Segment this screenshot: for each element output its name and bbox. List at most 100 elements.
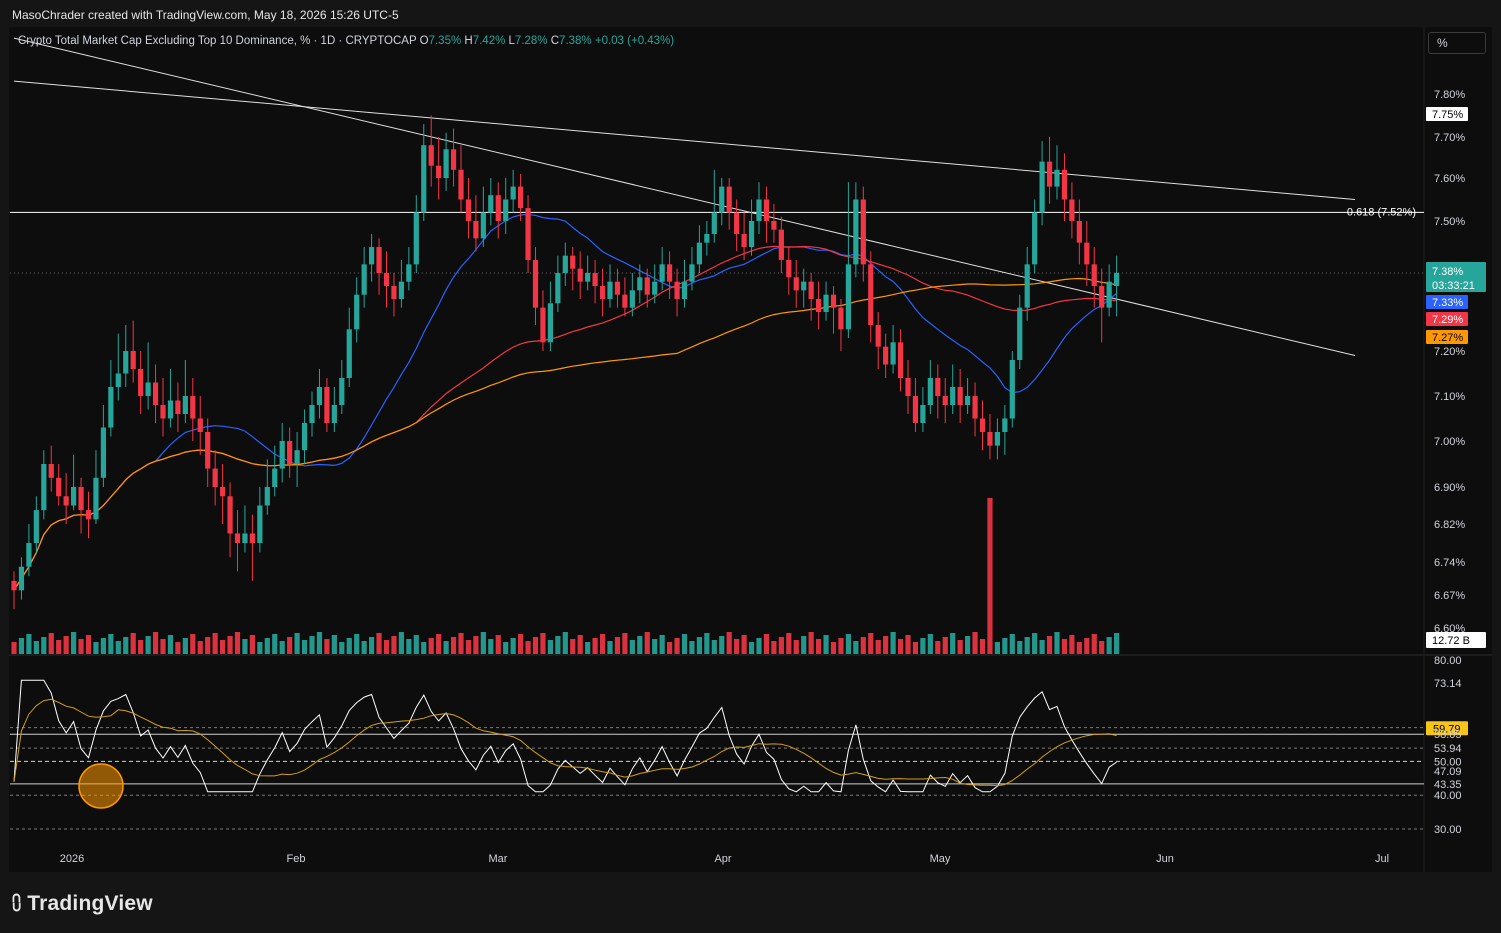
symbol-legend: Crypto Total Market Cap Excluding Top 10… (18, 35, 674, 47)
candle-body (279, 441, 285, 469)
candle-body (11, 580, 17, 591)
volume-bar (1002, 638, 1008, 654)
candle-body (726, 186, 732, 213)
volume-bar (376, 633, 382, 654)
volume-bar (1099, 641, 1105, 654)
volume-bar (123, 637, 129, 654)
candle-body (860, 199, 866, 265)
volume-bar (1106, 637, 1112, 654)
volume-bar (667, 642, 673, 654)
candle-body (473, 221, 479, 239)
candle-body (607, 281, 613, 299)
volume-bar (592, 638, 598, 654)
candle-body (592, 273, 598, 286)
price-axis-tick: 6.90% (1434, 482, 1465, 494)
candle-body (480, 212, 486, 239)
volume-bar (1017, 641, 1023, 654)
volume-bar (935, 641, 941, 654)
volume-bar (965, 636, 971, 654)
candle-body (383, 273, 390, 286)
candle-body (220, 487, 226, 497)
candle-body (518, 186, 524, 209)
volume-bar (11, 642, 17, 654)
chart-panel[interactable] (9, 27, 1492, 872)
volume-bar (56, 640, 62, 654)
close-label: C (550, 35, 560, 47)
volume-bar (190, 634, 196, 654)
candle-body (488, 195, 494, 213)
volume-bar (644, 632, 650, 654)
candle-body (868, 264, 874, 325)
candle-body (1002, 418, 1008, 432)
candle-body (1032, 212, 1038, 265)
volume-bar (413, 635, 419, 654)
candle-body (48, 464, 54, 478)
candle-body (771, 221, 777, 230)
volume-bar (622, 633, 628, 654)
volume-bar (152, 632, 159, 654)
candle-body (793, 277, 799, 291)
candle-body (912, 396, 919, 423)
candle-body (63, 496, 69, 506)
candle-body (421, 145, 427, 213)
volume-bar (510, 638, 516, 654)
volume-bar (354, 634, 360, 654)
volume-bar (547, 640, 553, 654)
rsi-ma-tag-bg (1426, 721, 1468, 736)
candle-body (711, 212, 717, 234)
rsi-line (13, 679, 1117, 793)
symbol-name[interactable]: Crypto Total Market Cap Excluding Top 10… (18, 35, 417, 47)
candle-body (570, 255, 576, 269)
candle-body (167, 400, 174, 419)
candle-body (838, 307, 844, 330)
volume-bar (637, 636, 643, 654)
candle-body (346, 329, 352, 378)
price-label-top: 7.75% (1432, 109, 1463, 121)
candle-body (123, 351, 129, 374)
volume-bar (562, 632, 568, 654)
volume-bar (793, 640, 799, 654)
high-value: 7.42% (472, 35, 506, 47)
candle-body (786, 260, 792, 278)
candle-body (197, 418, 203, 432)
candle-body (1039, 161, 1045, 213)
volume-bar (473, 636, 479, 654)
unit-selector-button[interactable]: % (1428, 32, 1486, 54)
volume-bar (398, 632, 404, 654)
volume-bar (1046, 636, 1053, 654)
candle-body (1076, 221, 1082, 243)
time-axis-tick: Mar (489, 853, 508, 865)
candle-body (652, 281, 658, 295)
low-label: L (508, 35, 515, 47)
volume-bar (897, 639, 904, 654)
candle-body (1046, 161, 1053, 187)
open-label: O (419, 35, 429, 47)
volume-bar (830, 642, 837, 654)
volume-bar (838, 638, 844, 654)
volume-bar (711, 640, 717, 654)
candle-body (294, 450, 300, 464)
candle-body (450, 149, 457, 170)
candle-body (853, 199, 859, 265)
volume-bar (994, 642, 1000, 654)
candle-body (316, 387, 323, 405)
volume-bar (1024, 637, 1030, 654)
candle-body (927, 378, 933, 405)
volume-bar (629, 640, 635, 654)
price-axis-tick: 7.50% (1434, 216, 1465, 228)
candle-body (309, 405, 315, 423)
candle-body (301, 423, 308, 451)
volume-bar (674, 638, 680, 654)
volume-bar (607, 641, 613, 654)
rsi-axis-tick: 40.00 (1434, 790, 1462, 802)
price-axis-tick: 7.60% (1434, 173, 1465, 185)
candle-body (41, 464, 47, 511)
candle-body (391, 286, 397, 299)
candle-body (18, 566, 25, 591)
volume-bar (972, 632, 978, 654)
volume-bar (927, 634, 933, 654)
volume-bar (704, 633, 710, 654)
volume-bar (1061, 639, 1068, 654)
candle-body (205, 432, 211, 469)
